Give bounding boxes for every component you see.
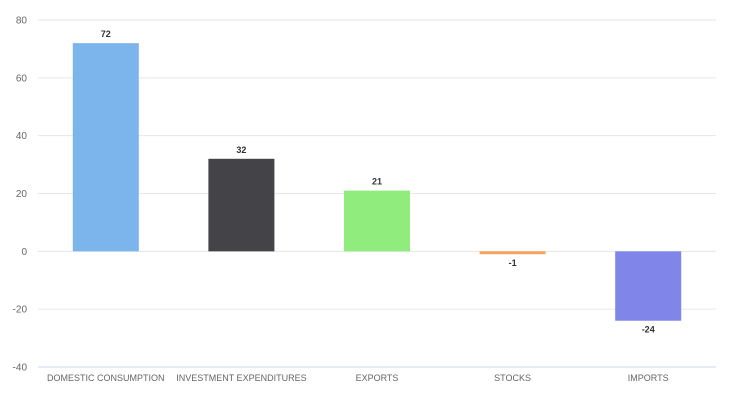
x-tick-label: STOCKS xyxy=(494,373,531,383)
data-labels: 72 32 21 -1 -24 xyxy=(101,29,655,335)
data-label: 72 xyxy=(101,29,111,39)
y-tick-label: 40 xyxy=(16,131,28,142)
x-tick-label: DOMESTIC CONSUMPTION xyxy=(47,373,165,383)
y-tick-label: 0 xyxy=(21,247,27,258)
y-tick-label: 80 xyxy=(16,16,28,27)
data-label: -1 xyxy=(509,258,517,268)
bar[interactable] xyxy=(344,190,410,252)
bar[interactable] xyxy=(72,43,139,252)
y-axis: 80 60 40 20 0 -20 -40 xyxy=(13,16,28,374)
x-axis: DOMESTIC CONSUMPTION INVESTMENT EXPENDITU… xyxy=(47,373,669,383)
data-label: 21 xyxy=(372,177,382,187)
x-tick-label: EXPORTS xyxy=(356,373,399,383)
y-tick-label: -40 xyxy=(13,363,28,374)
bars xyxy=(72,43,682,321)
bar[interactable] xyxy=(615,251,682,321)
data-label: 32 xyxy=(236,145,246,155)
y-tick-label: 60 xyxy=(16,73,28,84)
bar[interactable] xyxy=(479,251,546,255)
data-label: -24 xyxy=(642,325,655,335)
x-tick-label: INVESTMENT EXPENDITURES xyxy=(176,373,306,383)
bar[interactable] xyxy=(208,158,275,252)
y-tick-label: 20 xyxy=(16,189,28,200)
y-tick-label: -20 xyxy=(13,305,28,316)
x-tick-label: IMPORTS xyxy=(628,373,669,383)
